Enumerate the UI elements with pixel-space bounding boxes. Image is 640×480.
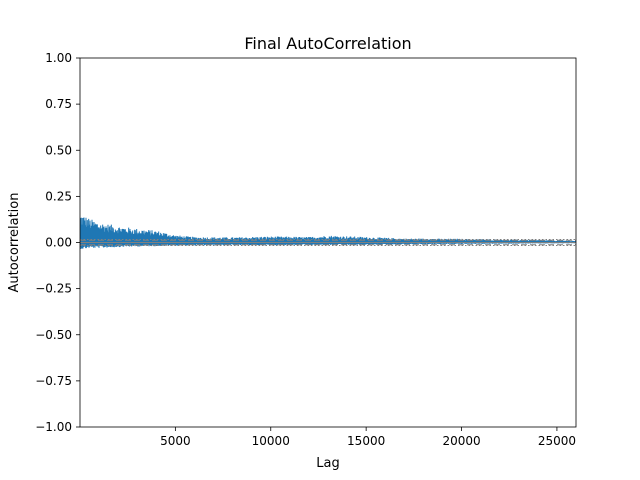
x-tick-label: 15000 — [347, 434, 385, 448]
series-layer — [80, 217, 576, 249]
y-axis-ticks: −1.00 −0.75 −0.50 −0.25 0.00 0.25 0.50 0.75 1.00 — [35, 51, 80, 434]
y-tick-label: 0.25 — [45, 189, 72, 203]
x-axis-label: Lag — [316, 456, 339, 471]
y-tick-label: −0.75 — [35, 374, 72, 388]
series-line — [80, 217, 576, 249]
y-tick-label: −0.50 — [35, 328, 72, 342]
plot-area — [79, 57, 577, 428]
y-tick-label: −1.00 — [35, 420, 72, 434]
y-tick-label: 1.00 — [45, 51, 72, 65]
reference-lines — [80, 239, 576, 246]
y-tick-label: 0.75 — [45, 97, 72, 111]
y-tick-label: 0.00 — [45, 236, 72, 250]
chart-title: Final AutoCorrelation — [244, 34, 411, 53]
y-axis-label: Autocorrelation — [7, 193, 22, 293]
y-tick-label: −0.25 — [35, 282, 72, 296]
x-tick-label: 5000 — [160, 434, 191, 448]
x-tick-label: 10000 — [252, 434, 290, 448]
x-tick-label: 25000 — [538, 434, 576, 448]
y-tick-label: 0.50 — [45, 143, 72, 157]
x-axis-ticks: 5000 10000 15000 20000 25000 — [160, 427, 576, 448]
x-tick-label: 20000 — [442, 434, 480, 448]
